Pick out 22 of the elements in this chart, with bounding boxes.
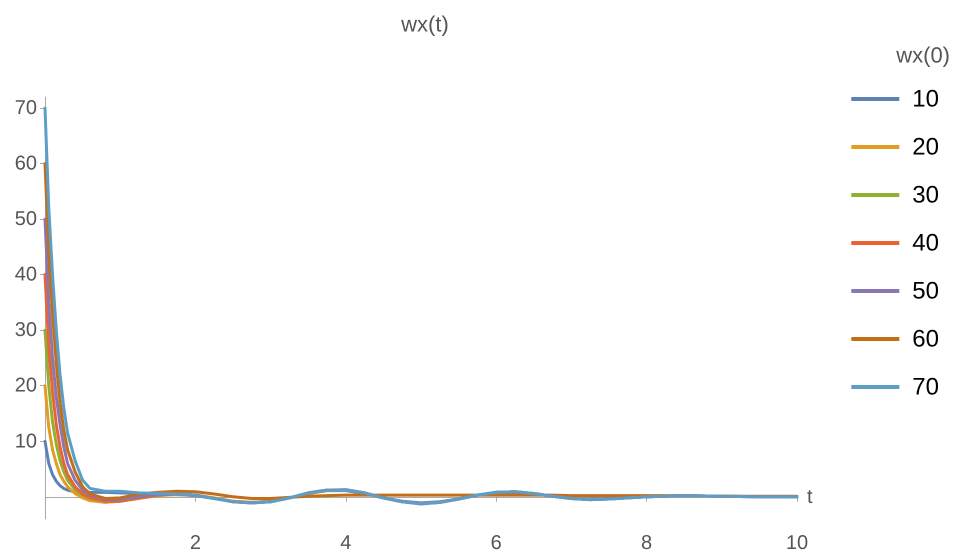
x-tick-label: 10 bbox=[786, 532, 808, 553]
legend-label: 60 bbox=[912, 326, 940, 352]
legend-label: 30 bbox=[912, 182, 940, 208]
x-axis-title: t bbox=[807, 486, 813, 508]
y-tick-label: 60 bbox=[14, 152, 37, 175]
chart-title: wx(t) bbox=[400, 12, 449, 36]
x-tick-label: 2 bbox=[190, 532, 201, 553]
y-tick-label: 70 bbox=[14, 97, 37, 120]
legend-label: 20 bbox=[912, 134, 940, 160]
legend-title: wx(0) bbox=[895, 42, 950, 68]
x-tick-label: 8 bbox=[641, 532, 652, 553]
y-tick-label: 50 bbox=[14, 208, 37, 230]
y-tick-label: 10 bbox=[14, 430, 37, 452]
x-tick-label: 6 bbox=[490, 532, 502, 553]
y-tick-label: 40 bbox=[14, 264, 37, 286]
legend-label: 50 bbox=[912, 278, 940, 304]
legend-label: 10 bbox=[912, 86, 940, 112]
legend-label: 40 bbox=[912, 230, 940, 256]
y-tick-label: 30 bbox=[14, 319, 37, 342]
x-tick-label: 4 bbox=[340, 532, 352, 553]
y-tick-label: 20 bbox=[14, 374, 37, 397]
legend-label: 70 bbox=[912, 374, 940, 400]
